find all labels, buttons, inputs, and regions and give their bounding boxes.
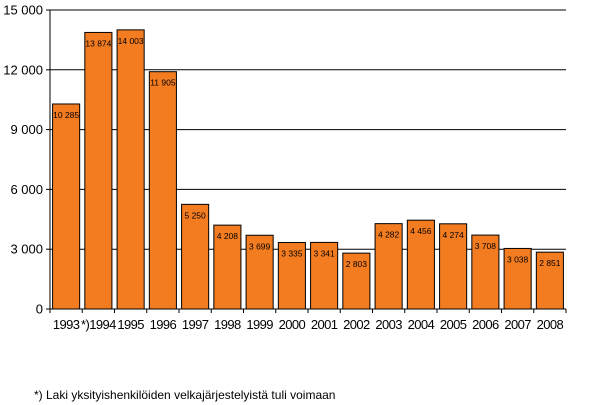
data-label: 14 003 [118,36,144,46]
data-label: 3 708 [475,241,497,251]
x-tick-label: 1998 [214,317,241,332]
data-label: 13 874 [85,38,111,48]
x-tick-label: 1993 [53,317,80,332]
bar [439,223,468,310]
x-tick-label: 2002 [343,317,370,332]
data-label: 3 335 [281,249,303,259]
data-labels: 10 285 13 874 14 003 11 905 5 250 4 208 3 699 3… [53,36,561,269]
data-label: 2 851 [539,258,561,268]
data-label: 4 274 [442,230,464,240]
x-tick-label: 1999 [246,317,273,332]
y-tick-label: 6 000 [10,182,43,197]
x-tick-label: *)1994 [81,317,116,332]
x-tick-label: 1995 [117,317,144,332]
y-tick-label: 15 000 [3,3,43,18]
data-label: 4 282 [378,230,400,240]
bar [503,247,532,310]
x-tick-label: 1997 [182,317,209,332]
bar [148,71,177,310]
bar [310,241,339,310]
y-tick-label: 9 000 [10,122,43,137]
data-label: 11 905 [150,78,176,88]
bar [181,203,210,310]
x-tick-label: 2004 [408,317,435,332]
y-tick-label: 12 000 [3,62,43,77]
data-label: 3 038 [507,254,529,264]
bars [52,29,564,310]
bar [374,223,403,310]
x-tick-label: 2008 [537,317,564,332]
y-tick-label: 0 [36,302,43,317]
data-label: 3 699 [249,241,271,251]
bar [245,234,274,310]
bar [406,219,435,310]
data-label: 4 456 [410,226,432,236]
y-axis: 0 3 000 6 000 9 000 12 000 15 000 [3,3,51,317]
bar [116,29,145,310]
x-tick-label: 2000 [279,317,306,332]
x-tick-label: 2005 [440,317,467,332]
bar [84,31,113,310]
data-label: 2 803 [346,259,368,269]
x-tick-label: 2003 [375,317,402,332]
x-tick-label: 2007 [504,317,531,332]
x-tick-label: 1996 [150,317,177,332]
x-tick-label: 2006 [472,317,499,332]
bar [52,103,81,310]
data-label: 5 250 [184,210,206,220]
y-tick-label: 3 000 [10,242,43,257]
data-label: 3 341 [313,248,335,258]
x-tick-label: 2001 [311,317,338,332]
data-label: 4 208 [217,231,239,241]
data-label: 10 285 [53,110,79,120]
x-axis: 1993 *)1994 1995 1996 1997 1998 1999 2000 2001 20… [49,308,567,332]
footnote: *) Laki yksityishenkilöiden velkajärjest… [34,388,336,402]
